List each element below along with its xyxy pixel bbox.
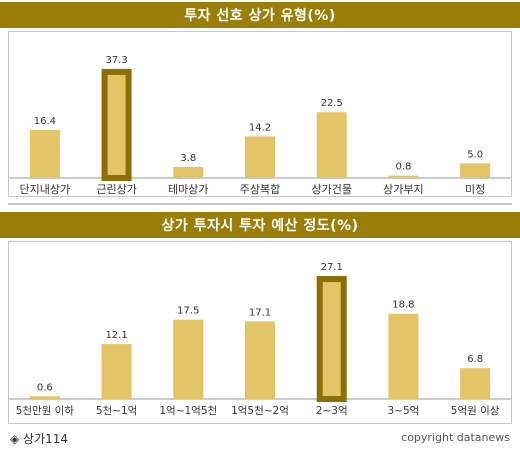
chart2-bar [29,396,60,399]
chart2-value-label: 0.6 [37,382,53,393]
chart1-category-label: 주상복합 [240,183,280,196]
chart2-category-label: 5천~1억 [96,405,137,417]
chart1-title-bar: 투자 선호 상가 유형(%) [0,2,520,28]
chart1-category-label: 상가건물 [311,183,351,196]
chart2-title-bar: 상가 투자시 투자 예산 정도(%) [0,212,520,238]
chart2-value-label: 17.1 [249,307,271,318]
chart2-bar [316,276,347,402]
chart1-category-label: 상가부지 [383,183,423,196]
chart1-bar [29,130,60,178]
chart1-plot: 16.4 단지내상가 37.3 근린상가 3.8 테마상가 14.2 주상복합 22.5 상가건물… [9,55,511,196]
section-divider [8,203,512,205]
chart1-value-label: 16.4 [34,116,56,127]
chart2-bar [388,313,419,399]
chart1-category-label: 근린상가 [96,183,136,196]
chart1-panel: 16.4 단지내상가 37.3 근린상가 3.8 테마상가 14.2 주상복합 22.5 상가건물… [8,31,512,197]
chart1-value-label: 22.5 [321,98,343,109]
chart1-bar [245,136,275,178]
chart2-plot: 0.6 5천만원 이하 12.1 5천~1억 17.5 1억~1억5천 17.1 1억5천~2… [9,262,511,417]
chart2-category-label: 5천만원 이하 [16,404,75,417]
copyright-label: copyright datanews [401,431,510,444]
chart2-value-label: 27.1 [321,262,343,273]
chart1-bar [388,175,419,178]
chart1-bar [460,163,491,178]
chart2-category-label: 1억5천~2억 [231,405,289,417]
chart2-bar [101,344,132,399]
chart2-panel: 0.6 5천만원 이하 12.1 5천~1억 17.5 1억~1억5천 17.1 1억5천~2… [8,241,512,424]
chart2-bar [173,319,204,399]
chart2-value-label: 6.8 [467,354,483,365]
chart2-category-label: 2~3억 [316,405,348,417]
chart2-category-label: 5억원 이상 [451,405,500,417]
chart2-title: 상가 투자시 투자 예산 정도(%) [161,218,359,234]
chart1-bar [316,112,347,178]
chart1-value-label: 0.8 [395,162,411,173]
chart1-bar [173,166,204,178]
chart1-value-label: 14.2 [249,122,271,133]
chart2-bar [245,321,275,399]
chart1-title: 투자 선호 상가 유형(%) [184,8,336,24]
chart1-value-label: 3.8 [180,153,196,164]
chart2-value-label: 12.1 [105,330,127,341]
chart1-bar [101,68,132,181]
chart2-category-label: 3~5억 [388,405,420,417]
chart1-category-label: 테마상가 [168,183,208,196]
chart2-bar [460,368,491,399]
chart1-category-label: 단지내상가 [20,183,71,196]
chart2-category-label: 1억~1억5천 [159,405,217,417]
chart1-value-label: 5.0 [467,149,483,160]
chart2-value-label: 17.5 [177,306,199,317]
chart1-value-label: 37.3 [105,55,127,66]
chart1-category-label: 미정 [465,183,485,196]
chart2-value-label: 18.8 [392,300,414,311]
source-label: ◈ 상가114 [10,432,69,446]
